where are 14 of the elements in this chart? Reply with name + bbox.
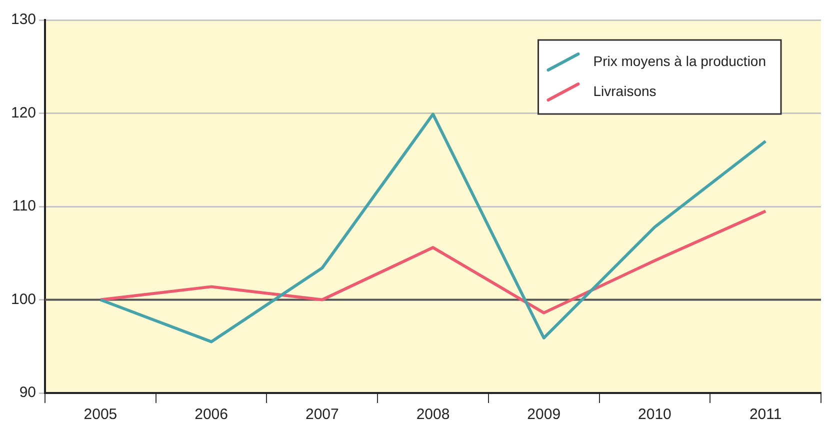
y-tick-label: 100 — [10, 290, 36, 308]
x-tick-label: 2011 — [749, 406, 782, 424]
y-tick-label: 130 — [10, 11, 36, 28]
x-tick-label: 2005 — [84, 406, 118, 424]
x-tick-label: 2009 — [527, 406, 561, 424]
legend-label: Prix moyens à la production — [593, 52, 766, 69]
legend-label: Livraisons — [593, 82, 656, 99]
y-tick-label: 90 — [19, 384, 36, 402]
x-tick-label: 2007 — [305, 406, 339, 424]
x-tick-label: 2010 — [638, 406, 672, 424]
y-tick-label: 110 — [12, 198, 36, 215]
x-tick-label: 2008 — [416, 406, 450, 424]
y-tick-label: 120 — [10, 104, 36, 122]
x-tick-label: 2006 — [194, 406, 228, 424]
